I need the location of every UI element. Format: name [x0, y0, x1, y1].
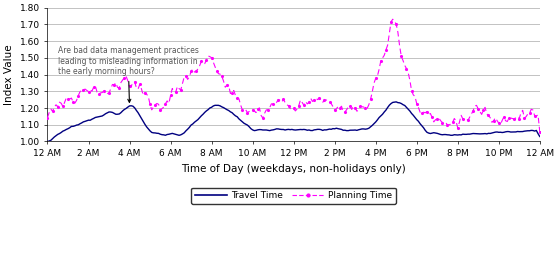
- X-axis label: Time of Day (weekdays, non-holidays only): Time of Day (weekdays, non-holidays only…: [181, 164, 406, 174]
- Travel Time: [283, 128, 290, 131]
- Planning Time: [389, 18, 396, 21]
- Travel Time: [393, 100, 400, 104]
- Planning Time: [283, 103, 290, 107]
- Line: Travel Time: Travel Time: [47, 102, 540, 141]
- Travel Time: [44, 140, 51, 143]
- Planning Time: [434, 118, 441, 121]
- Planning Time: [49, 110, 56, 113]
- Planning Time: [66, 98, 73, 101]
- Y-axis label: Index Value: Index Value: [4, 44, 14, 105]
- Planning Time: [118, 81, 124, 84]
- Planning Time: [208, 56, 215, 59]
- Travel Time: [49, 137, 56, 140]
- Text: Are bad data management practices
leading to misleading information in
the early: Are bad data management practices leadin…: [57, 46, 199, 102]
- Line: Planning Time: Planning Time: [46, 18, 541, 133]
- Planning Time: [44, 116, 51, 119]
- Travel Time: [208, 105, 215, 109]
- Travel Time: [66, 126, 73, 129]
- Travel Time: [536, 135, 543, 138]
- Travel Time: [118, 111, 124, 114]
- Planning Time: [536, 130, 543, 133]
- Legend: Travel Time, Planning Time: Travel Time, Planning Time: [191, 188, 396, 204]
- Travel Time: [434, 132, 441, 135]
